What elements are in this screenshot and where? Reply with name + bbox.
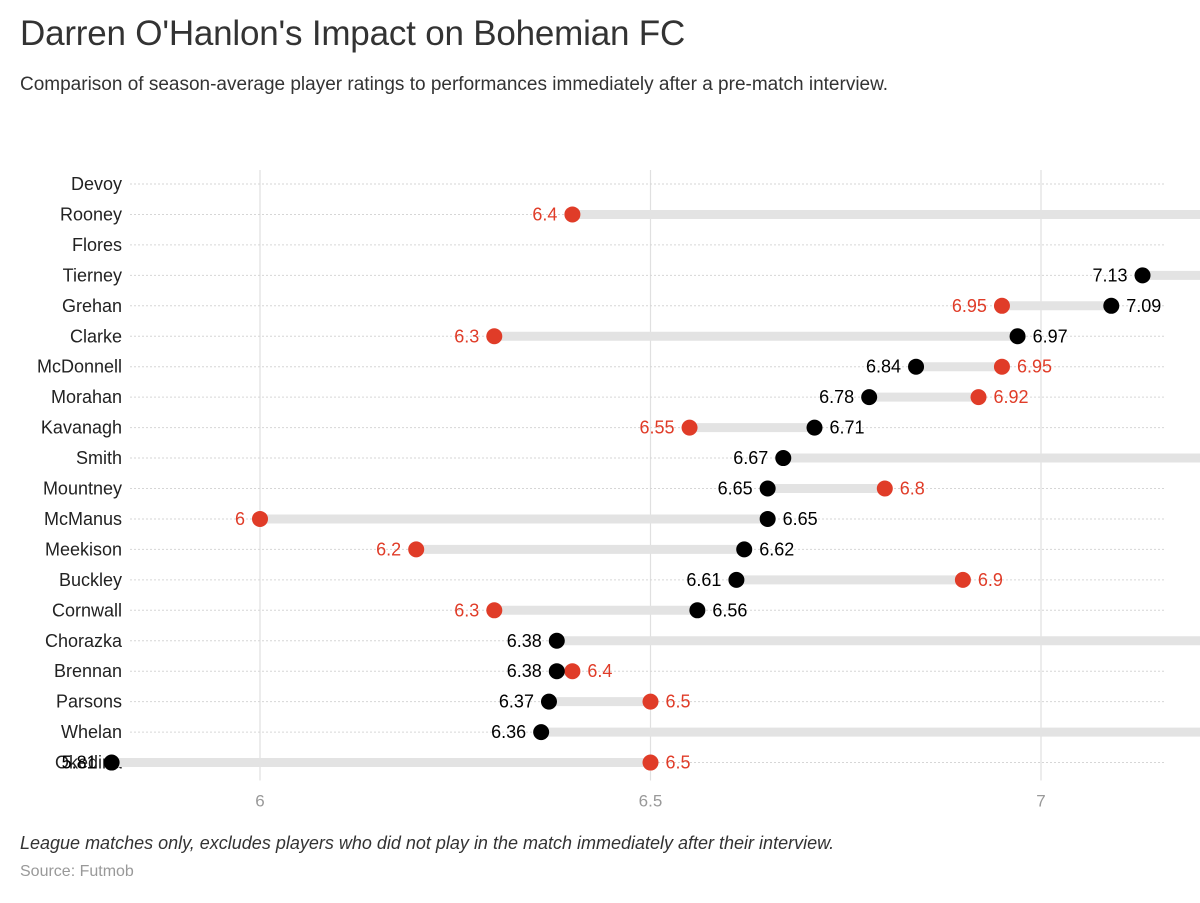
season-value-label: 6.97	[1033, 326, 1068, 346]
season-value-label: 6.84	[866, 357, 901, 377]
season-value-label: 5.81	[62, 753, 97, 773]
post-interview-dot	[993, 297, 1010, 314]
season-value-label: 6.65	[783, 509, 818, 529]
player-name: McManus	[44, 509, 122, 529]
player-name: Morahan	[51, 387, 122, 407]
season-value-label: 6.38	[507, 631, 542, 651]
season-value-label: 6.38	[507, 661, 542, 681]
player-name: Clarke	[70, 326, 122, 346]
chart-subtitle: Comparison of season-average player rati…	[20, 74, 889, 95]
season-average-dot	[728, 571, 745, 588]
season-average-dot	[1009, 328, 1026, 345]
player-name: McDonnell	[37, 357, 122, 377]
season-value-label: 6.56	[712, 600, 747, 620]
post-interview-dot	[564, 663, 581, 680]
player-name: Devoy	[71, 174, 122, 194]
player-name: Grehan	[62, 296, 122, 316]
season-average-dot	[103, 754, 120, 771]
post-interview-dot	[970, 389, 987, 406]
post-interview-dot	[876, 480, 893, 497]
source-note: Source: Futmob	[20, 863, 134, 880]
dumbbell-chart: 66.577.58Season AverageRatingPost Interv…	[37, 170, 1200, 811]
post-value-label: 6.3	[454, 326, 479, 346]
post-value-label: 6	[235, 509, 245, 529]
player-name: Parsons	[56, 692, 122, 712]
post-value-label: 6.8	[900, 479, 925, 499]
season-average-dot	[736, 541, 753, 558]
season-value-label: 6.37	[499, 692, 534, 712]
post-interview-dot	[642, 754, 659, 771]
season-value-label: 6.36	[491, 722, 526, 742]
season-value-label: 6.61	[686, 570, 721, 590]
player-name: Meekison	[45, 539, 122, 559]
player-name: Brennan	[54, 661, 122, 681]
x-tick-label: 6.5	[639, 792, 663, 811]
player-name: Smith	[76, 448, 122, 468]
post-interview-dot	[252, 510, 268, 527]
season-average-dot	[548, 632, 565, 649]
post-interview-dot	[642, 693, 659, 710]
season-average-dot	[533, 724, 550, 741]
post-value-label: 6.9	[978, 570, 1003, 590]
season-average-dot	[775, 450, 792, 467]
player-name: Whelan	[61, 722, 122, 742]
player-name: Mountney	[43, 479, 122, 499]
season-average-dot	[759, 510, 776, 527]
post-interview-dot	[993, 358, 1010, 375]
season-average-dot	[759, 480, 776, 497]
season-value-label: 6.71	[830, 418, 865, 438]
post-value-label: 6.95	[952, 296, 987, 316]
player-name: Kavanagh	[41, 418, 122, 438]
player-name: Flores	[72, 235, 122, 255]
season-value-label: 7.13	[1092, 265, 1127, 285]
footnote: League matches only, excludes players wh…	[20, 833, 835, 853]
post-value-label: 6.95	[1017, 357, 1052, 377]
player-name: Chorazka	[45, 631, 123, 651]
post-interview-dot	[486, 328, 503, 345]
season-average-dot	[806, 419, 823, 436]
post-interview-dot	[954, 571, 971, 588]
post-value-label: 6.4	[532, 204, 557, 224]
season-average-dot	[908, 358, 925, 375]
season-value-label: 6.65	[718, 479, 753, 499]
post-interview-dot	[681, 419, 698, 436]
chart-title: Darren O'Hanlon's Impact on Bohemian FC	[20, 14, 686, 53]
x-tick-label: 6	[255, 792, 264, 811]
x-tick-label: 7	[1036, 792, 1045, 811]
season-average-dot	[540, 693, 557, 710]
season-value-label: 7.09	[1126, 296, 1161, 316]
post-value-label: 6.5	[666, 753, 691, 773]
season-average-dot	[689, 602, 706, 619]
season-value-label: 6.62	[759, 539, 794, 559]
season-value-label: 6.78	[819, 387, 854, 407]
post-interview-dot	[564, 206, 581, 223]
season-average-dot	[548, 663, 565, 680]
post-value-label: 6.92	[994, 387, 1029, 407]
player-name: Tierney	[63, 265, 122, 285]
post-value-label: 6.3	[454, 600, 479, 620]
season-average-dot	[1134, 267, 1151, 284]
season-average-dot	[861, 389, 878, 406]
post-value-label: 6.4	[587, 661, 612, 681]
post-value-label: 6.55	[640, 418, 675, 438]
player-name: Rooney	[60, 204, 122, 224]
player-name: Buckley	[59, 570, 122, 590]
post-interview-dot	[486, 602, 503, 619]
season-value-label: 6.67	[733, 448, 768, 468]
post-interview-dot	[408, 541, 425, 558]
player-name: Cornwall	[52, 600, 122, 620]
post-value-label: 6.5	[666, 692, 691, 712]
post-value-label: 6.2	[376, 539, 401, 559]
season-average-dot	[1103, 297, 1120, 314]
